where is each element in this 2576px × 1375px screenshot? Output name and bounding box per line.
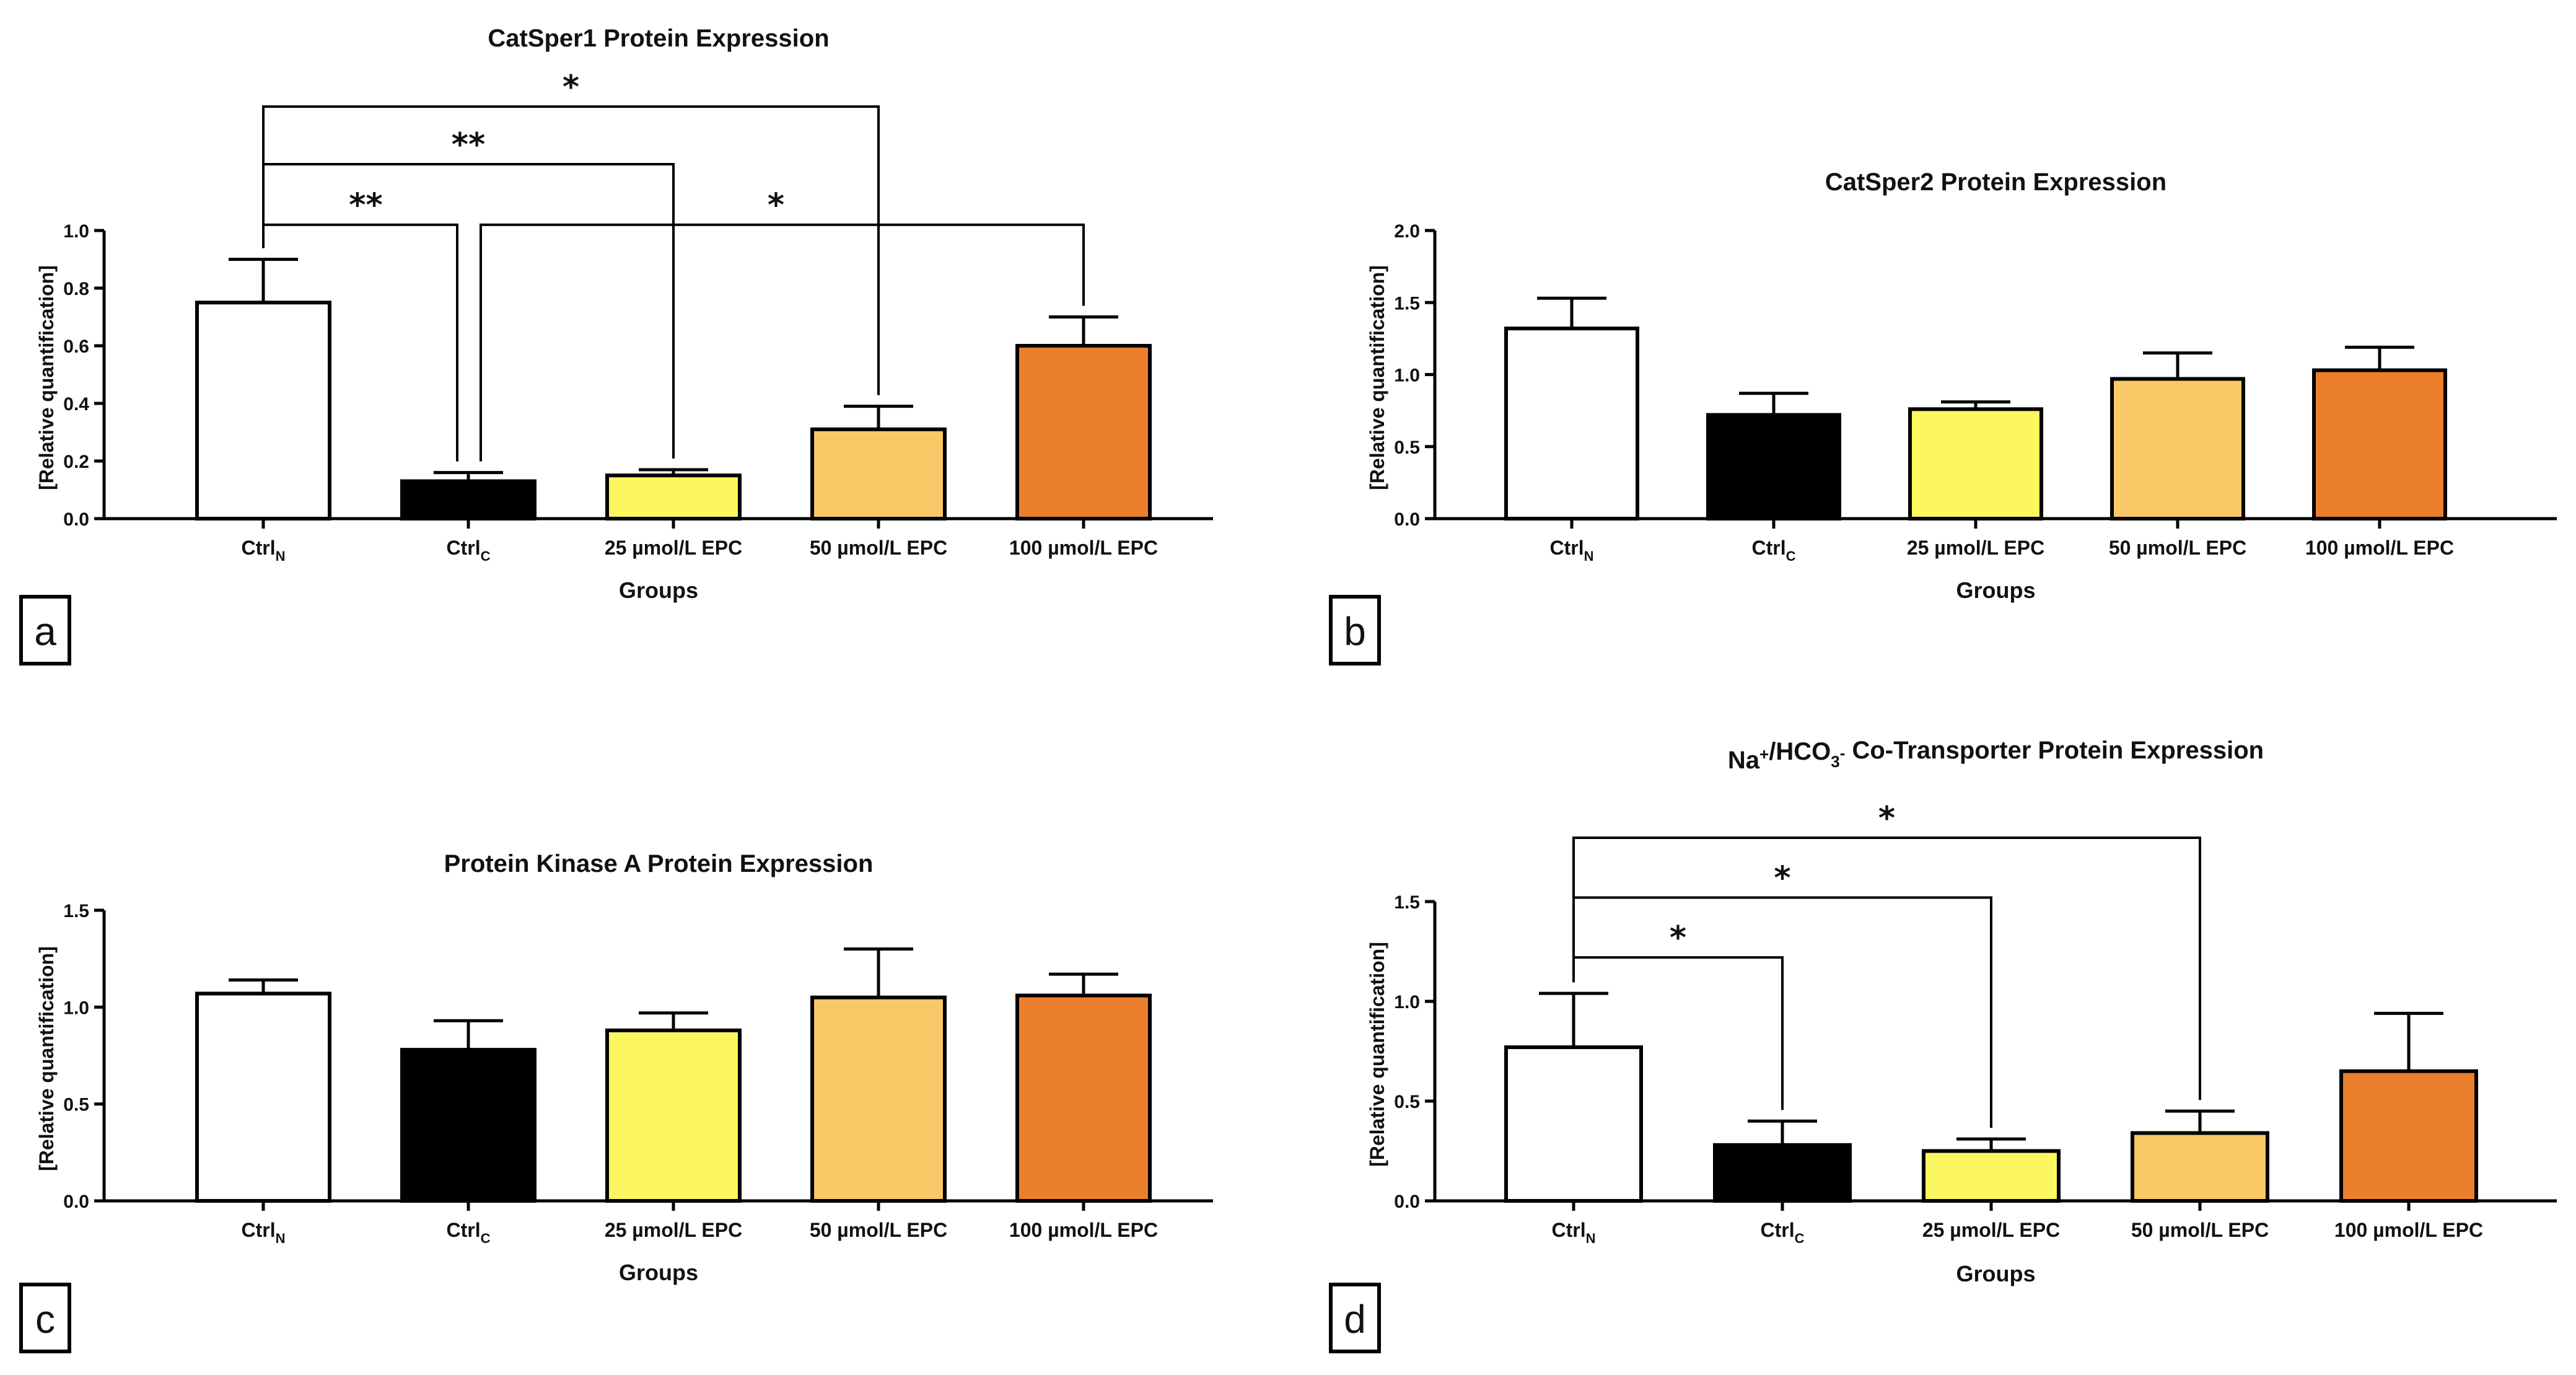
bar	[1706, 413, 1841, 521]
bar	[605, 473, 742, 521]
category-label: CtrlN	[1552, 1219, 1596, 1246]
category-label: 25 µmol/L EPC	[1922, 1219, 2060, 1241]
y-tick-label: 1.0	[63, 221, 89, 242]
category-label: 100 µmol/L EPC	[1009, 1219, 1158, 1241]
bar	[1713, 1143, 1852, 1203]
y-tick-label: 0.2	[63, 452, 89, 472]
y-tick-label: 1.5	[1394, 892, 1420, 913]
category-label: 100 µmol/L EPC	[2305, 537, 2454, 559]
x-axis-label: Groups	[619, 1260, 698, 1285]
bar	[1504, 1045, 1643, 1203]
panel-label: b	[1344, 609, 1366, 654]
x-axis-label: Groups	[1956, 578, 2035, 603]
y-tick-label: 0.5	[63, 1095, 89, 1115]
y-tick-label: 1.5	[1394, 293, 1420, 314]
category-label: CtrlC	[1761, 1219, 1805, 1246]
y-tick-label: 1.0	[1394, 992, 1420, 1013]
panel-label-box	[1329, 595, 1381, 666]
y-tick-label: 0.5	[1394, 1092, 1420, 1112]
x-axis-label: Groups	[619, 578, 698, 603]
panel-a: CatSper1 Protein Expression 0.0 0.2 0.4 0.6 0…	[19, 25, 1213, 666]
y-tick-label: 0.0	[63, 509, 89, 530]
category-label: CtrlC	[447, 537, 491, 564]
panel-b: CatSper2 Protein Expression 0.0 0.5 1.0 1.5 2…	[1329, 169, 2557, 666]
chart-title: Na+/HCO3- Co-Transporter Protein Express…	[1728, 737, 2264, 774]
bar	[605, 1028, 742, 1203]
chart-title: CatSper2 Protein Expression	[1825, 169, 2166, 196]
category-label: 25 µmol/L EPC	[605, 537, 742, 559]
category-label: 100 µmol/L EPC	[1009, 537, 1158, 559]
category-label: 25 µmol/L EPC	[605, 1219, 742, 1241]
y-tick-label: 0.0	[1394, 1192, 1420, 1212]
bar	[1015, 344, 1152, 521]
significance-label: *	[1774, 860, 1790, 897]
bar	[2110, 377, 2245, 521]
bar	[1908, 407, 2043, 521]
category-label: CtrlN	[1550, 537, 1594, 564]
bar	[810, 427, 947, 521]
y-tick-label: 0.0	[63, 1192, 89, 1212]
bar	[400, 479, 537, 521]
y-tick-label: 0.6	[63, 336, 89, 357]
chart-title: Protein Kinase A Protein Expression	[444, 850, 874, 877]
bar	[195, 991, 331, 1203]
significance-label: *	[768, 187, 784, 224]
category-label: CtrlC	[447, 1219, 491, 1246]
bar	[1504, 327, 1639, 521]
category-label: CtrlC	[1752, 537, 1796, 564]
y-tick-label: 0.8	[63, 279, 89, 299]
significance-label: **	[349, 187, 382, 224]
category-label: 50 µmol/L EPC	[810, 1219, 947, 1241]
significance-label: *	[563, 69, 579, 106]
panel-label-box	[1329, 1283, 1381, 1353]
category-label: CtrlN	[242, 537, 286, 564]
bar	[400, 1048, 537, 1203]
y-tick-label: 1.0	[1394, 366, 1420, 386]
significance-bracket	[262, 105, 880, 395]
bar	[810, 995, 947, 1203]
panel-label-box	[19, 1283, 71, 1353]
significance-bracket	[480, 223, 1085, 462]
category-label: 50 µmol/L EPC	[810, 537, 947, 559]
y-axis-label: [Relative quantification]	[1366, 265, 1388, 490]
y-axis-label: [Relative quantification]	[35, 946, 58, 1171]
chart-title: CatSper1 Protein Expression	[488, 25, 829, 52]
y-tick-label: 0.4	[63, 394, 89, 415]
panel-label: a	[34, 609, 56, 654]
significance-label: *	[1670, 920, 1686, 957]
category-label: CtrlN	[242, 1219, 286, 1246]
y-tick-label: 0.5	[1394, 437, 1420, 458]
significance-label: *	[1878, 800, 1895, 837]
y-tick-label: 1.0	[63, 998, 89, 1018]
category-label: 50 µmol/L EPC	[2131, 1219, 2269, 1241]
y-tick-label: 0.0	[1394, 509, 1420, 530]
significance-label: **	[452, 126, 485, 164]
panel-label-box	[19, 595, 71, 666]
panel-label: c	[35, 1297, 55, 1342]
bar	[2339, 1069, 2478, 1203]
bar	[1015, 993, 1152, 1203]
y-tick-label: 1.5	[63, 901, 89, 921]
y-tick-label: 2.0	[1394, 221, 1420, 242]
category-label: 100 µmol/L EPC	[2334, 1219, 2483, 1241]
y-axis-label: [Relative quantification]	[1366, 942, 1388, 1167]
significance-bracket	[1572, 836, 2201, 1100]
category-label: 50 µmol/L EPC	[2109, 537, 2246, 559]
bar	[2131, 1131, 2269, 1203]
bar	[2312, 368, 2447, 521]
category-label: 25 µmol/L EPC	[1907, 537, 2044, 559]
bar	[1922, 1149, 2061, 1203]
bar	[195, 301, 331, 521]
panel-label: d	[1344, 1297, 1366, 1342]
panel-c: Protein Kinase A Protein Expression 0.0 0.…	[19, 850, 1213, 1353]
y-axis-label: [Relative quantification]	[35, 265, 58, 490]
panel-d: Na+/HCO3- Co-Transporter Protein Express…	[1329, 737, 2557, 1353]
x-axis-label: Groups	[1956, 1261, 2035, 1286]
